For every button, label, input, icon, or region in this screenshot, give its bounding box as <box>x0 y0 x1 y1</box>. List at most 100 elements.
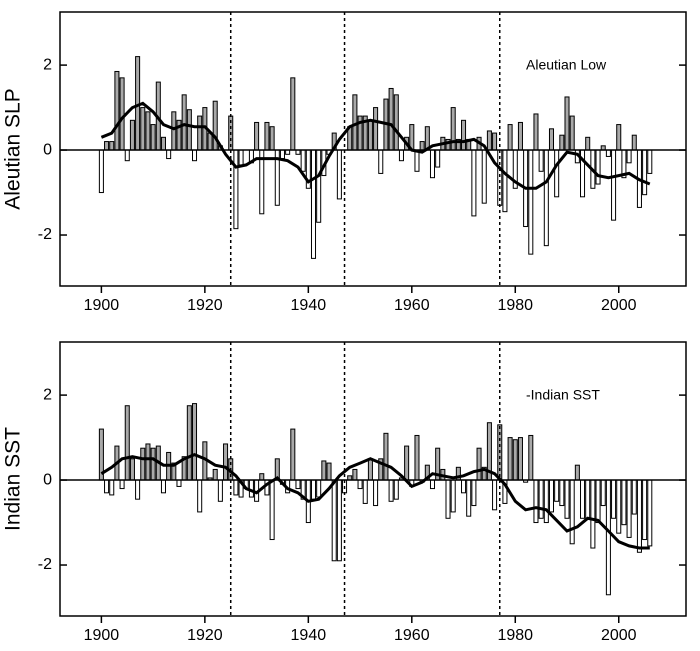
bar <box>352 468 358 481</box>
bar <box>160 479 166 494</box>
bar <box>569 115 575 151</box>
bar <box>512 439 518 481</box>
bar <box>559 479 565 507</box>
bar <box>254 121 260 151</box>
bar <box>186 109 192 151</box>
y-tick-label: 0 <box>43 141 52 158</box>
bar <box>362 479 368 504</box>
bar <box>135 479 141 500</box>
bar <box>580 479 586 519</box>
x-tick-label: 2000 <box>601 297 637 314</box>
bar <box>109 141 115 151</box>
bar <box>378 149 384 174</box>
y-tick-label: -2 <box>38 556 52 573</box>
x-tick-label: 1980 <box>497 297 533 314</box>
y-tick-label: 0 <box>43 471 52 488</box>
bar <box>367 119 373 151</box>
x-tick-label: 1920 <box>187 297 223 314</box>
bar <box>543 149 549 247</box>
bar <box>631 134 637 151</box>
bar <box>326 462 332 481</box>
bar <box>150 447 156 481</box>
bar <box>393 479 399 500</box>
bar <box>502 149 508 213</box>
bar <box>109 479 115 496</box>
bar <box>564 96 570 151</box>
bar <box>197 479 203 513</box>
bar <box>223 443 229 481</box>
bar <box>129 458 135 481</box>
bar <box>414 434 420 481</box>
x-tick-label: 1900 <box>84 627 120 644</box>
x-tick-label: 1960 <box>394 627 430 644</box>
annotation: -Indian SST <box>526 387 600 403</box>
bar <box>621 479 627 526</box>
bar <box>310 479 317 500</box>
bar <box>300 149 306 172</box>
bar <box>419 141 425 151</box>
y-tick-label: 2 <box>43 56 52 73</box>
bar <box>104 141 110 151</box>
bar <box>124 405 130 481</box>
y-axis-label: Indian SST <box>2 427 25 531</box>
bar <box>114 70 120 151</box>
bar <box>290 428 296 481</box>
plot-frame <box>59 11 687 287</box>
bar <box>554 149 560 198</box>
bar <box>585 479 591 519</box>
bar <box>595 149 601 185</box>
bar <box>481 149 487 204</box>
bar <box>492 479 498 511</box>
x-tick-label: 1900 <box>84 297 120 314</box>
smoothed-line <box>100 101 651 190</box>
bar <box>559 134 565 151</box>
bar <box>642 149 648 196</box>
bar <box>279 149 285 160</box>
bar <box>336 149 342 200</box>
bar <box>611 479 617 519</box>
bar <box>140 447 146 481</box>
bar <box>538 149 544 172</box>
bar <box>310 149 317 259</box>
bar <box>269 126 275 151</box>
bar <box>626 149 632 164</box>
bar <box>217 479 223 502</box>
bar <box>631 479 637 515</box>
bar <box>429 149 436 179</box>
bar <box>207 132 213 151</box>
bar <box>191 403 198 481</box>
bar <box>429 479 436 490</box>
bar <box>528 434 534 481</box>
bar <box>595 479 601 524</box>
bar <box>507 437 513 481</box>
bar <box>471 149 477 217</box>
bar <box>616 124 622 151</box>
bar <box>528 149 534 255</box>
bar <box>98 149 104 194</box>
bar <box>471 479 477 507</box>
bar <box>119 479 125 490</box>
bar <box>191 149 198 162</box>
bar <box>316 479 322 498</box>
bar <box>104 479 110 494</box>
bar <box>238 149 244 166</box>
bar <box>533 113 539 151</box>
bar <box>548 128 555 151</box>
bar <box>388 479 394 502</box>
bar <box>119 77 125 151</box>
bar <box>388 87 394 151</box>
bar <box>600 479 606 507</box>
bar <box>647 479 653 547</box>
bar <box>393 94 399 151</box>
bar <box>316 149 322 223</box>
bar <box>548 479 555 513</box>
bar <box>517 121 523 151</box>
y-tick-label: 2 <box>43 386 52 403</box>
bar <box>517 437 523 481</box>
bar <box>611 149 617 221</box>
bar <box>461 479 467 494</box>
bar <box>492 132 498 151</box>
bar <box>647 149 653 174</box>
bar <box>383 432 389 481</box>
